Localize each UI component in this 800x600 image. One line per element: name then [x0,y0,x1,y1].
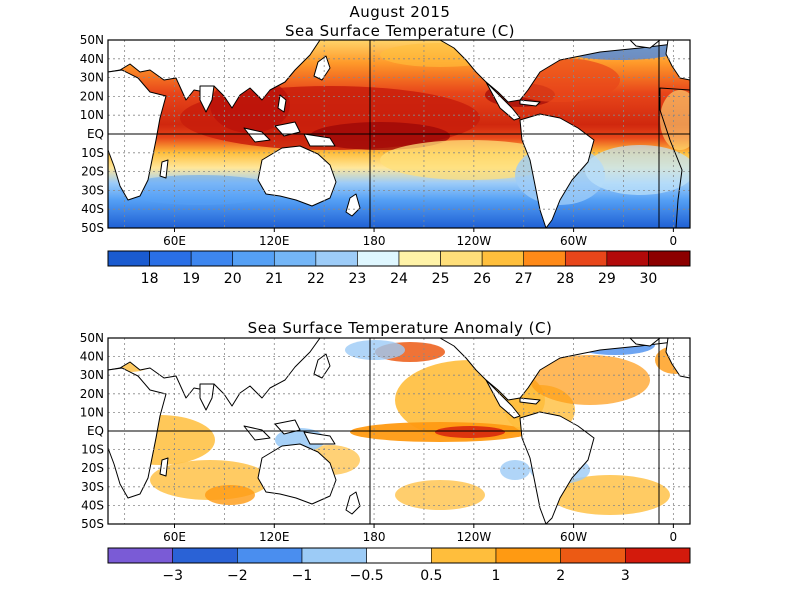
lat-label: 40N [80,350,104,364]
colorbar-label: −1 [292,568,313,584]
lat-label: EQ [87,127,104,141]
colorbar-label: 22 [307,271,325,287]
colorbar-swatch [149,250,192,267]
colorbar-label: −2 [227,568,248,584]
lon-label: 60E [163,234,186,248]
colorbar-swatch [190,250,234,267]
lat-label: 10N [80,405,104,419]
lat-label: 20S [81,165,104,179]
lat-label: 30S [81,183,104,197]
colorbar-swatch [625,547,691,564]
colorbar-label: 3 [621,568,630,584]
colorbar-swatch [237,547,303,564]
colorbar-label: 19 [182,271,200,287]
colorbar-label: −3 [162,568,183,584]
colorbar-swatch [495,547,561,564]
lat-label: 30N [80,368,104,382]
colorbar-swatch [273,250,317,267]
sst-colorbar-labels: 18 19 20 21 22 23 24 25 26 27 28 29 30 [141,271,658,287]
sst-panel: Sea Surface Temperature (C) [80,22,691,287]
colorbar-label: 1 [492,568,501,584]
lon-label: 120E [259,530,290,544]
colorbar-swatch [315,250,358,267]
anomaly-colorbar-labels: −3 −2 −1 −0.5 0.5 1 2 3 [162,568,629,584]
lon-label: 180 [363,530,386,544]
colorbar-swatch [398,250,441,267]
lat-label: 40N [80,52,104,66]
lon-label: 120E [259,234,290,248]
anomaly-panel-title: Sea Surface Temperature Anomaly (C) [248,319,553,337]
colorbar-label: 0.5 [420,568,442,584]
colorbar-swatch [366,547,432,564]
colorbar-swatch [232,250,275,267]
colorbar-swatch [301,547,367,564]
sst-land-mask [108,40,690,228]
lat-label: 40S [81,202,104,216]
colorbar-label: 21 [265,271,283,287]
colorbar-label: 20 [224,271,242,287]
lat-label: 50N [80,331,104,345]
colorbar-swatch [431,547,497,564]
colorbar-swatch [440,250,483,267]
sst-panel-title: Sea Surface Temperature (C) [285,22,515,40]
lat-label: 30N [80,71,104,85]
colorbar-swatch [172,547,238,564]
lon-label: 0 [670,234,678,248]
main-title: August 2015 [350,3,451,21]
lat-label: 40S [81,498,104,512]
lat-label: 50S [81,517,104,531]
lon-label: 180 [363,234,386,248]
lon-label: 120W [456,530,491,544]
lat-label: 20S [81,461,104,475]
colorbar-frame [107,547,691,564]
sst-lon-labels: 60E 120E 180 120W 60W 0 [163,228,677,248]
colorbar-frame [107,250,691,267]
lon-label: 60W [560,234,587,248]
lat-label: 10S [81,443,104,457]
lat-label: 50N [80,33,104,47]
anomaly-lat-labels: 50N 40N 30N 20N 10N EQ 10S 20S 30S 40S 50S [80,331,104,531]
colorbar-swatch [523,250,566,267]
lat-label: 20N [80,89,104,103]
sst-lat-labels: 50N 40N 30N 20N 10N EQ 10S 20S 30S 40S 50S [80,33,104,235]
colorbar-swatch [107,547,173,564]
colorbar-label: 24 [390,271,408,287]
anomaly-lon-labels: 60E 120E 180 120W 60W 0 [163,524,677,544]
colorbar-label: 23 [349,271,367,287]
colorbar-label: 2 [556,568,565,584]
colorbar-label: 25 [432,271,450,287]
anomaly-panel: Sea Surface Temperature Anomaly (C) [80,319,691,584]
colorbar-swatch [481,250,525,267]
lat-label: 50S [81,221,104,235]
lat-label: 20N [80,387,104,401]
lat-label: 30S [81,480,104,494]
colorbar-label: 18 [141,271,159,287]
lat-label: EQ [87,424,104,438]
sst-colorbar [107,250,691,267]
lat-label: 10N [80,108,104,122]
colorbar-swatch [648,250,691,267]
lon-label: 60E [163,530,186,544]
colorbar-label: −0.5 [350,568,384,584]
lon-label: 120W [456,234,491,248]
colorbar-swatch [357,250,400,267]
colorbar-swatch [606,250,649,267]
colorbar-swatch [560,547,626,564]
anomaly-land-mask [108,338,690,524]
lat-label: 10S [81,146,104,160]
colorbar-label: 27 [515,271,533,287]
anomaly-colorbar [107,547,691,564]
colorbar-swatch [107,250,150,267]
colorbar-label: 26 [473,271,491,287]
lon-label: 60W [560,530,587,544]
colorbar-label: 29 [598,271,616,287]
lon-label: 0 [670,530,678,544]
colorbar-label: 30 [640,271,658,287]
colorbar-swatch [564,250,608,267]
colorbar-label: 28 [556,271,574,287]
